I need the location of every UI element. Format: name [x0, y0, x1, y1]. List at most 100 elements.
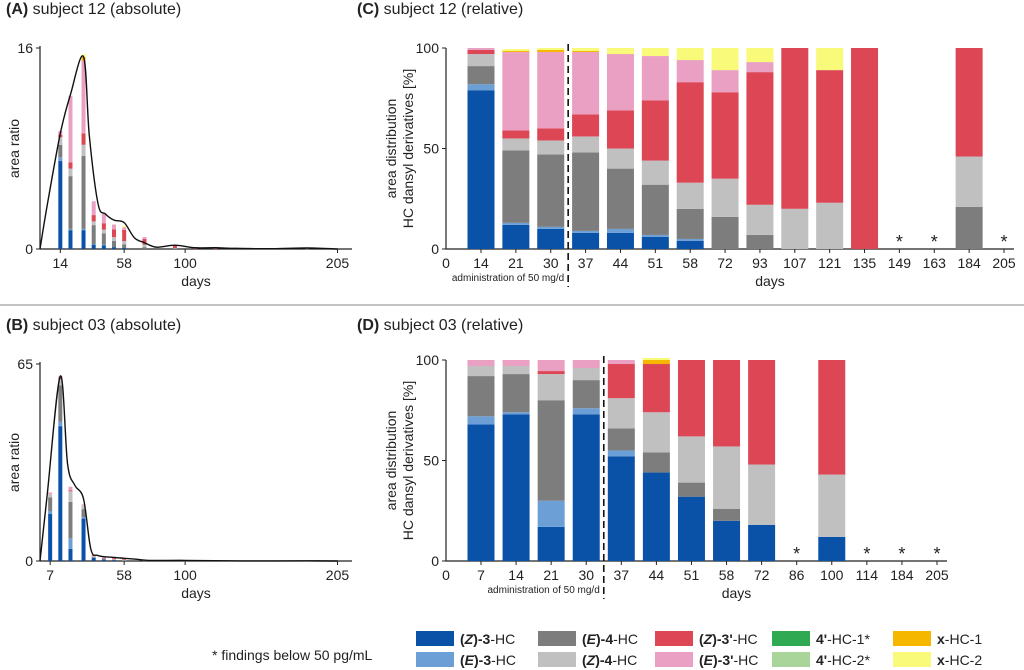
bar-segment [112, 229, 117, 238]
bar-segment [91, 243, 96, 245]
bar-segment [68, 168, 73, 177]
bar-segment [142, 244, 147, 248]
legend-label-part: x [937, 631, 945, 647]
legend-label: (Z)-3-HC [460, 631, 515, 647]
bar-segment [713, 520, 741, 561]
panel-b-title: (B) subject 03 (absolute) [6, 317, 181, 334]
bar-segment [572, 152, 600, 231]
legend-label: (E)-4-HC [582, 631, 638, 647]
bar-segment [676, 238, 704, 241]
bar-segment [746, 48, 774, 63]
bar-segment [122, 559, 127, 560]
bar-segment [606, 148, 634, 169]
legend-swatch [416, 631, 454, 646]
chart-c: 0 50 100 0 area distribution HC dansyl deriva… [383, 40, 1016, 289]
bar-segment [68, 548, 73, 561]
panel-letter: (C) [357, 1, 379, 18]
x-tick-label: 58 [719, 567, 735, 583]
bar-segment [502, 150, 530, 223]
bar-segment [748, 464, 776, 525]
bar-segment [537, 52, 565, 129]
legend-label-part: ( [699, 631, 704, 647]
y-axis-label: HC dansyl derivatives [%] [400, 69, 416, 229]
x-tick-label: 184 [957, 255, 981, 271]
bar-segment [746, 204, 774, 235]
legend-label-part: Z [586, 652, 596, 668]
bar-segment [112, 558, 117, 560]
bar-segment [81, 509, 86, 518]
y-axis-label: area ratio [6, 433, 22, 492]
bar-segment [572, 368, 600, 381]
legend-label: 4'-HC-2* [816, 652, 870, 668]
bar-segment [677, 482, 705, 497]
bar-segment [642, 360, 670, 365]
bar-segment [68, 162, 73, 169]
bar-segment [607, 398, 635, 429]
bar-segment [81, 54, 86, 57]
bar-segment [122, 247, 127, 249]
bar-segment [91, 244, 96, 249]
bar-segment [91, 221, 96, 226]
bar-segment [91, 201, 96, 216]
bar-segment [641, 234, 669, 237]
below-limit-marker: * [793, 544, 800, 564]
bar-segment [676, 240, 704, 249]
y-tick-label: 0 [431, 553, 439, 569]
x-tick-label: 205 [326, 567, 350, 583]
bar-segment [142, 238, 147, 245]
bar-segment [81, 505, 86, 510]
x-tick-label: 7 [477, 567, 485, 583]
bar-segment [502, 222, 530, 225]
x-tick-label: 58 [682, 255, 698, 271]
bar-segment [142, 247, 147, 249]
legend-label-part: -HC [491, 652, 516, 668]
bar-segment [467, 424, 495, 561]
bar-segment [748, 360, 776, 465]
legend-label: 4'-HC-1* [816, 631, 870, 647]
bar-segment [502, 138, 530, 151]
legend-label-part: -HC-2 [945, 652, 983, 668]
panel-letter: (B) [6, 317, 28, 334]
bar-segment [676, 182, 704, 209]
bar-segment [572, 114, 600, 137]
bar-segment [101, 559, 106, 561]
y-tick-label: 0 [25, 241, 33, 257]
legend-label-part: )-3' [713, 652, 733, 668]
bar-segment [122, 244, 127, 248]
legend-label-part: ( [582, 652, 587, 668]
y-axis-label: HC dansyl derivatives [%] [400, 381, 416, 541]
bar-segment [781, 208, 809, 249]
x-tick-label: 14 [473, 255, 489, 271]
legend-label: (Z)-3'-HC [699, 631, 758, 647]
bar-segment [58, 161, 63, 249]
legend-label-part: E [704, 652, 714, 668]
legend-label-part: )-3 [474, 652, 491, 668]
y-tick-label: 50 [423, 141, 439, 157]
x-tick-label: 37 [578, 255, 594, 271]
below-limit-marker: * [1000, 232, 1007, 252]
below-limit-marker: * [896, 232, 903, 252]
bar-segment [112, 237, 117, 241]
bar-segment [746, 234, 774, 249]
bar-segment [607, 428, 635, 451]
bar-segment [81, 60, 86, 134]
bar-segment [467, 90, 495, 250]
x-tick-label: 30 [578, 567, 594, 583]
chart-a: 0 16 14 58 100 205 days area ratio [6, 40, 352, 289]
bar-segment [955, 156, 983, 207]
bar-segment [81, 144, 86, 157]
bar-segment [81, 133, 86, 145]
bar-segment [641, 236, 669, 249]
x-tick-label: 205 [326, 255, 350, 271]
legend-label-part: -HC-1 [945, 631, 983, 647]
legend-label-part: -HC [612, 652, 637, 668]
x-axis-label: days [755, 273, 785, 289]
legend-label: (E)-3-HC [460, 652, 516, 668]
bar-segment [101, 229, 106, 234]
bar-segment [537, 374, 565, 401]
bar-segment [467, 376, 495, 417]
x-axis-label: days [181, 273, 211, 289]
bar-segment [101, 557, 106, 559]
panel-letter: (A) [6, 1, 28, 18]
x-tick-label: 51 [648, 255, 664, 271]
